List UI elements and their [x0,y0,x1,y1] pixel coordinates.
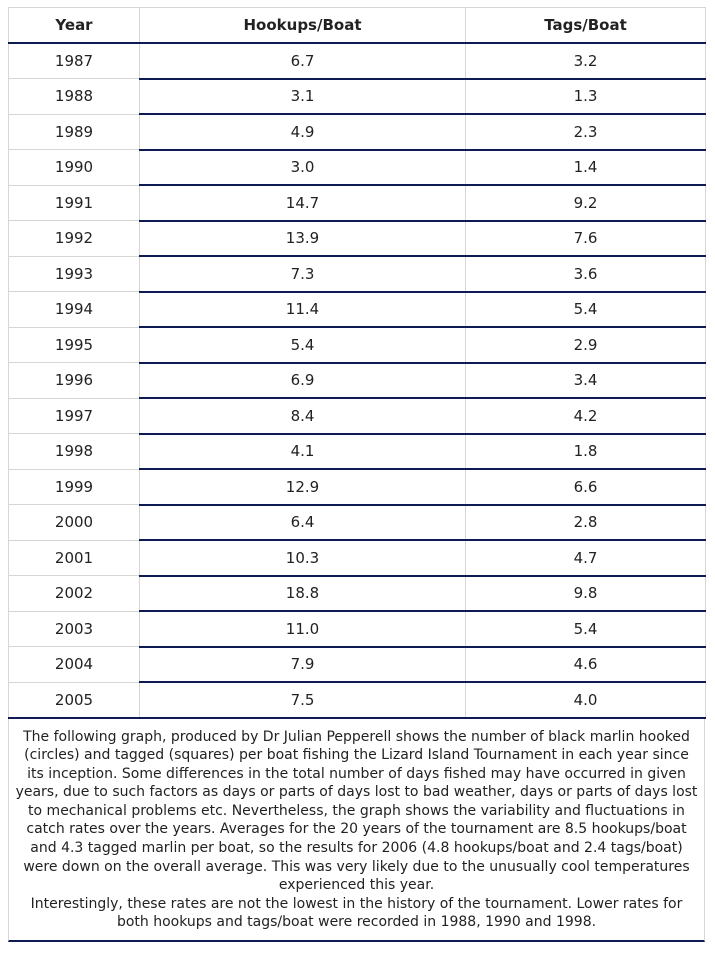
tags-cell: 1.8 [465,433,706,470]
year-cell: 1993 [8,256,140,292]
table-row: 1996 6.9 3.4 [8,362,706,399]
year-cell: 1998 [8,433,140,470]
header-tags-per-boat: Tags/Boat [465,7,706,44]
hookups-cell: 10.3 [139,540,466,577]
catch-rates-panel: Year Hookups/Boat Tags/Boat 1987 6.7 3.2 19… [8,7,706,943]
tags-cell: 3.6 [465,256,706,293]
catch-rates-table: Year Hookups/Boat Tags/Boat 1987 6.7 3.2 19… [8,7,706,719]
hookups-cell: 5.4 [139,327,466,364]
year-cell: 1994 [8,291,140,328]
tags-cell: 2.3 [465,114,706,151]
hookups-cell: 6.7 [139,43,466,80]
tags-cell: 5.4 [465,611,706,648]
tags-cell: 7.6 [465,220,706,257]
tags-cell: 2.9 [465,327,706,364]
hookups-cell: 18.8 [139,575,466,612]
table-row: 1998 4.1 1.8 [8,433,706,470]
table-row: 1987 6.7 3.2 [8,43,706,80]
header-hookups-per-boat: Hookups/Boat [139,7,466,44]
year-cell: 2004 [8,646,140,683]
year-cell: 1997 [8,398,140,434]
table-row: 1989 4.9 2.3 [8,114,706,151]
table-row: 2002 18.8 9.8 [8,575,706,612]
year-cell: 2000 [8,504,140,541]
tags-cell: 5.4 [465,291,706,328]
tags-cell: 3.4 [465,362,706,399]
table-row: 1993 7.3 3.6 [8,256,706,293]
hookups-cell: 3.1 [139,78,466,115]
hookups-cell: 8.4 [139,398,466,435]
hookups-cell: 4.9 [139,114,466,151]
table-row: 2000 6.4 2.8 [8,504,706,541]
table-body: 1987 6.7 3.2 1988 3.1 1.3 1989 4.9 2.3 1990 3.0 1.4… [8,43,706,719]
hookups-cell: 12.9 [139,469,466,506]
year-cell: 2001 [8,540,140,576]
year-cell: 1989 [8,114,140,150]
hookups-cell: 6.4 [139,504,466,541]
table-header-row: Year Hookups/Boat Tags/Boat [8,7,706,44]
note-paragraph-1: The following graph, produced by Dr Juli… [15,728,698,894]
table-row: 1990 3.0 1.4 [8,149,706,186]
tags-cell: 4.7 [465,540,706,577]
year-cell: 1999 [8,469,140,505]
hookups-cell: 3.0 [139,149,466,186]
table-row: 1995 5.4 2.9 [8,327,706,364]
tournament-note: The following graph, produced by Dr Juli… [8,718,705,943]
year-cell: 1987 [8,43,140,79]
year-cell: 1995 [8,327,140,363]
table-row: 1988 3.1 1.3 [8,78,706,115]
year-cell: 1988 [8,78,140,115]
hookups-cell: 4.1 [139,433,466,470]
year-cell: 1990 [8,149,140,186]
hookups-cell: 6.9 [139,362,466,399]
year-cell: 2002 [8,575,140,612]
tags-cell: 2.8 [465,504,706,541]
hookups-cell: 11.0 [139,611,466,648]
table-row: 1991 14.7 9.2 [8,185,706,222]
header-year: Year [8,7,140,44]
tags-cell: 4.2 [465,398,706,435]
year-cell: 1991 [8,185,140,221]
hookups-cell: 7.3 [139,256,466,293]
tags-cell: 6.6 [465,469,706,506]
hookups-cell: 7.5 [139,682,466,719]
tags-cell: 4.0 [465,682,706,719]
tags-cell: 4.6 [465,646,706,683]
table-row: 2001 10.3 4.7 [8,540,706,577]
hookups-cell: 11.4 [139,291,466,328]
table-row: 1994 11.4 5.4 [8,291,706,328]
table-row: 2005 7.5 4.0 [8,682,706,719]
hookups-cell: 7.9 [139,646,466,683]
hookups-cell: 13.9 [139,220,466,257]
table-row: 2004 7.9 4.6 [8,646,706,683]
tags-cell: 9.8 [465,575,706,612]
table-row: 1997 8.4 4.2 [8,398,706,435]
year-cell: 1992 [8,220,140,257]
tags-cell: 9.2 [465,185,706,222]
year-cell: 1996 [8,362,140,399]
tags-cell: 1.3 [465,78,706,115]
tags-cell: 3.2 [465,43,706,80]
tags-cell: 1.4 [465,149,706,186]
hookups-cell: 14.7 [139,185,466,222]
note-paragraph-2: Interestingly, these rates are not the l… [30,895,683,931]
table-row: 2003 11.0 5.4 [8,611,706,648]
table-row: 1992 13.9 7.6 [8,220,706,257]
table-row: 1999 12.9 6.6 [8,469,706,506]
year-cell: 2003 [8,611,140,647]
year-cell: 2005 [8,682,140,719]
